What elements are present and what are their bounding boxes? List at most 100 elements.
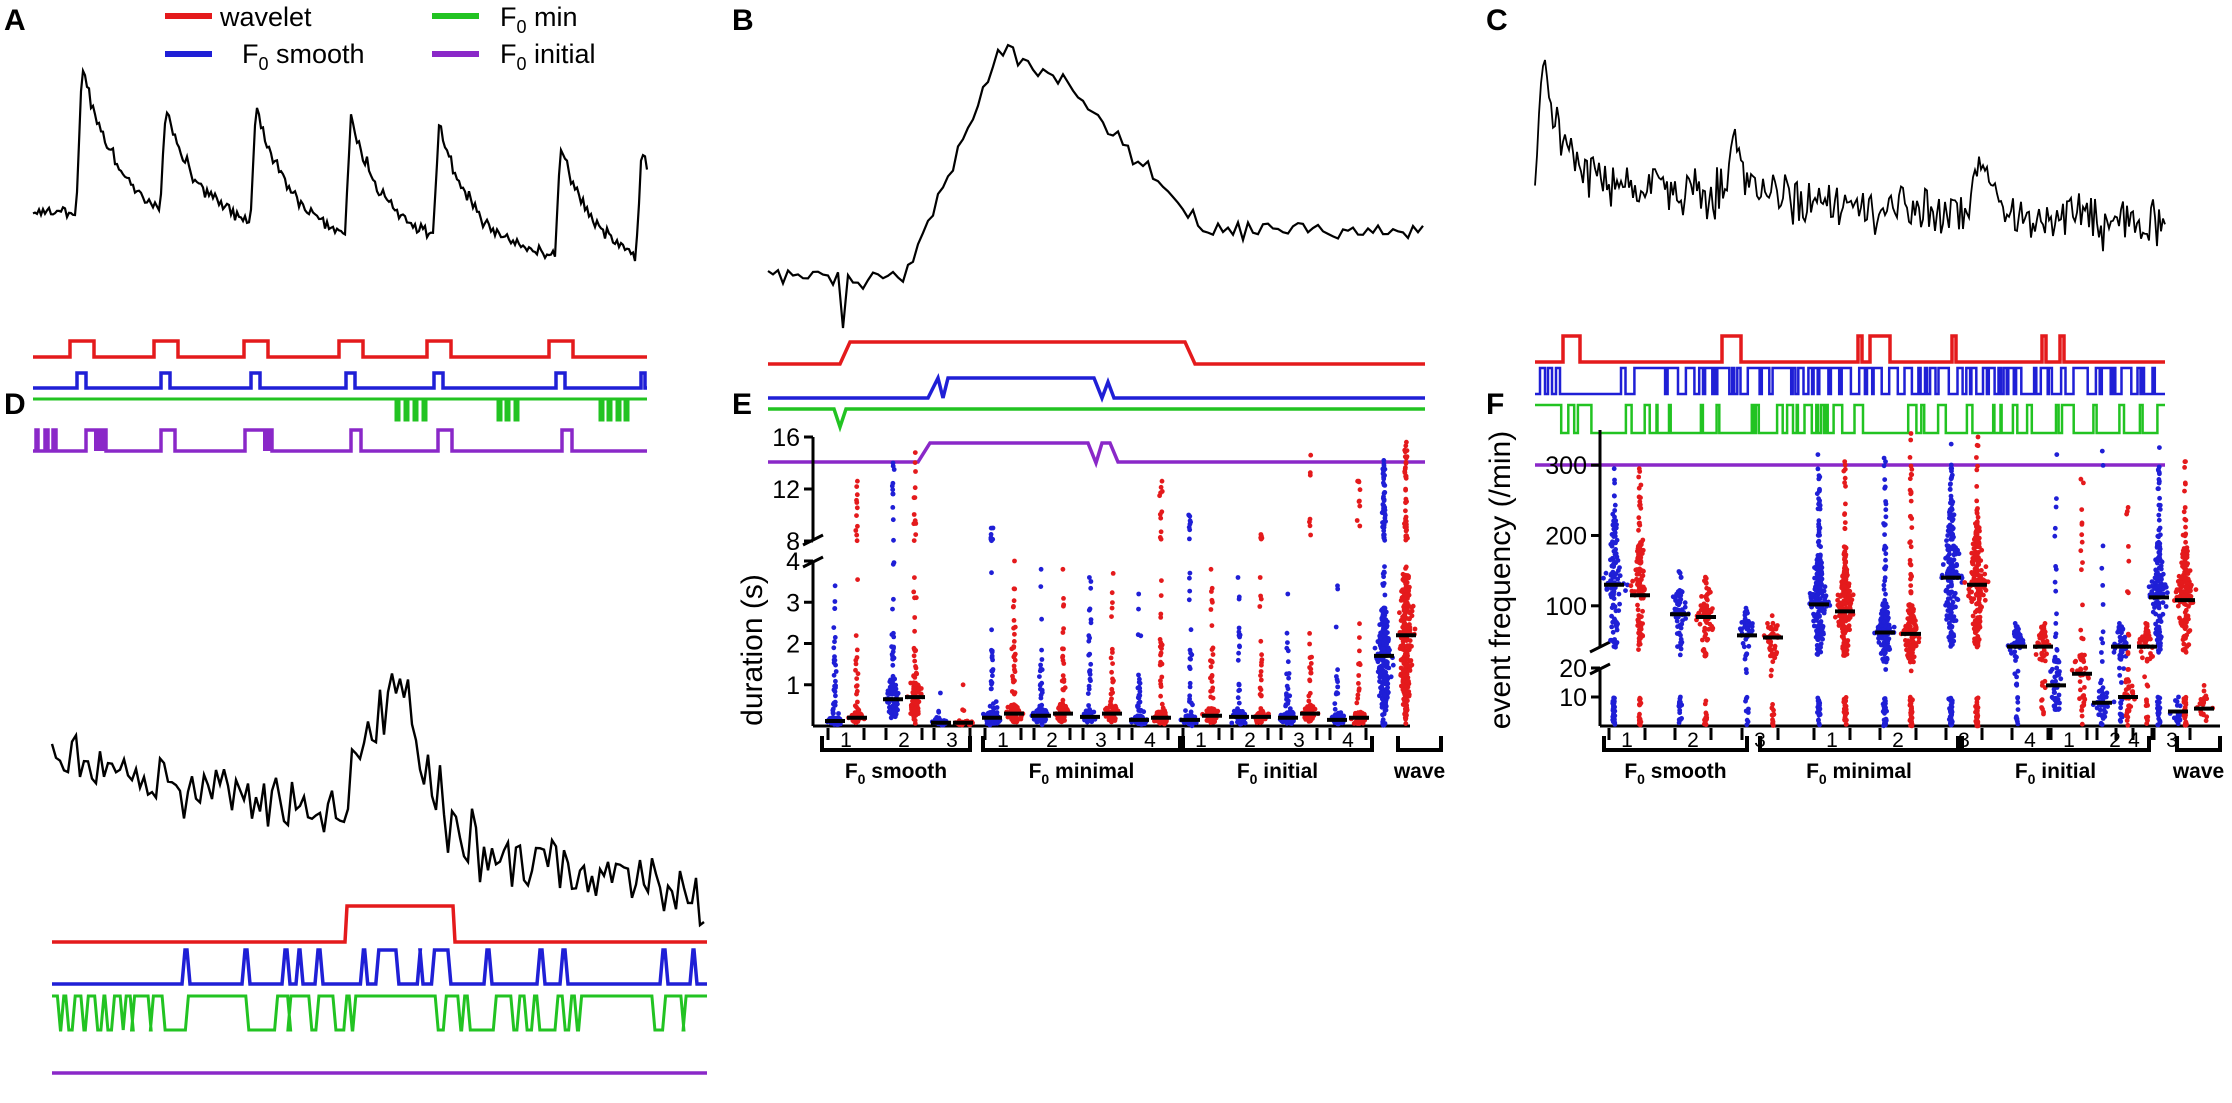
data-point — [1883, 507, 1889, 513]
data-point — [2079, 567, 2084, 573]
data-point — [1039, 702, 1045, 708]
data-point — [1381, 472, 1386, 477]
data-point — [2055, 672, 2060, 678]
data-point — [1061, 661, 1067, 666]
data-point — [1909, 723, 1915, 729]
data-point — [1088, 585, 1094, 591]
data-point — [1616, 568, 1621, 573]
data-point — [1210, 695, 1216, 701]
data-point — [1383, 703, 1389, 709]
data-point — [891, 596, 896, 602]
data-point — [2156, 583, 2162, 589]
data-point — [2014, 714, 2019, 720]
data-point — [1088, 579, 1094, 584]
data-point — [1400, 642, 1406, 648]
data-point — [1910, 697, 1915, 703]
data-point — [2185, 642, 2191, 648]
data-point — [1677, 710, 1683, 716]
data-point — [1158, 611, 1164, 617]
data-point — [1638, 626, 1644, 632]
data-point — [2118, 713, 2124, 719]
data-point — [1334, 690, 1340, 695]
data-point — [855, 478, 860, 484]
data-point — [1381, 525, 1387, 530]
data-point — [893, 705, 899, 711]
data-point — [1356, 681, 1361, 686]
data-point — [1108, 655, 1114, 661]
data-point — [2156, 512, 2162, 518]
data-point — [1908, 668, 1914, 674]
data-point — [2118, 705, 2124, 711]
data-point — [2157, 502, 2163, 508]
data-point — [1616, 591, 1622, 597]
data-point — [1031, 716, 1037, 722]
data-point — [1843, 552, 1849, 558]
data-point — [1136, 672, 1141, 678]
data-point — [1038, 719, 1044, 724]
data-point — [1402, 689, 1408, 695]
data-point — [832, 635, 838, 640]
data-point — [1962, 580, 1968, 585]
data-point — [1907, 455, 1913, 460]
data-point — [1610, 592, 1616, 597]
data-point — [1158, 593, 1164, 598]
data-point — [2159, 559, 2165, 565]
data-point — [2117, 665, 2122, 671]
data-point — [2079, 721, 2085, 727]
data-point — [1882, 484, 1888, 490]
data-point — [1770, 719, 1776, 724]
data-point — [1841, 650, 1847, 656]
data-point — [2150, 609, 2156, 615]
data-point — [2081, 659, 2087, 665]
data-point — [1037, 674, 1042, 679]
data-point — [2126, 558, 2132, 564]
panel-c-f0-min-track — [1535, 403, 2165, 435]
data-point — [1257, 685, 1263, 691]
data-point — [1038, 666, 1044, 672]
data-point — [2042, 630, 2047, 636]
data-point — [1381, 498, 1387, 504]
data-point — [1307, 631, 1312, 636]
data-point — [2041, 623, 2047, 629]
data-point — [1630, 578, 1635, 584]
data-point — [854, 484, 860, 489]
data-point — [1113, 703, 1118, 709]
data-point — [2015, 707, 2021, 712]
data-point — [1403, 465, 1408, 470]
data-point — [1208, 607, 1214, 612]
data-point — [1967, 589, 1973, 595]
data-point — [961, 708, 967, 713]
data-point — [1841, 468, 1847, 474]
data-point — [2099, 713, 2105, 719]
data-point — [1637, 641, 1643, 647]
data-point — [1382, 721, 1388, 726]
data-point — [2077, 679, 2083, 684]
data-point — [1881, 582, 1887, 588]
data-point — [1403, 486, 1408, 492]
data-point — [1307, 523, 1313, 529]
data-point — [987, 703, 993, 709]
data-point — [1357, 523, 1363, 529]
data-point — [1404, 638, 1409, 643]
data-point — [1610, 706, 1616, 711]
data-point — [1286, 671, 1292, 676]
data-point — [1011, 717, 1017, 723]
data-point — [2099, 565, 2105, 571]
data-point — [1402, 469, 1408, 474]
data-point — [833, 669, 839, 674]
data-point — [1773, 626, 1779, 632]
data-point — [2079, 532, 2085, 538]
data-point — [1187, 664, 1192, 670]
data-point — [1676, 631, 1682, 636]
data-point — [2015, 721, 2021, 727]
data-point — [1949, 602, 1955, 608]
data-point — [1402, 706, 1408, 712]
data-point — [2053, 659, 2059, 665]
data-point — [1816, 585, 1822, 590]
data-point — [1974, 498, 1980, 504]
group-label-main: F — [1029, 760, 1042, 783]
data-point — [1235, 575, 1241, 580]
data-point — [1617, 573, 1623, 579]
data-point — [2052, 579, 2058, 585]
data-point — [1308, 670, 1314, 676]
